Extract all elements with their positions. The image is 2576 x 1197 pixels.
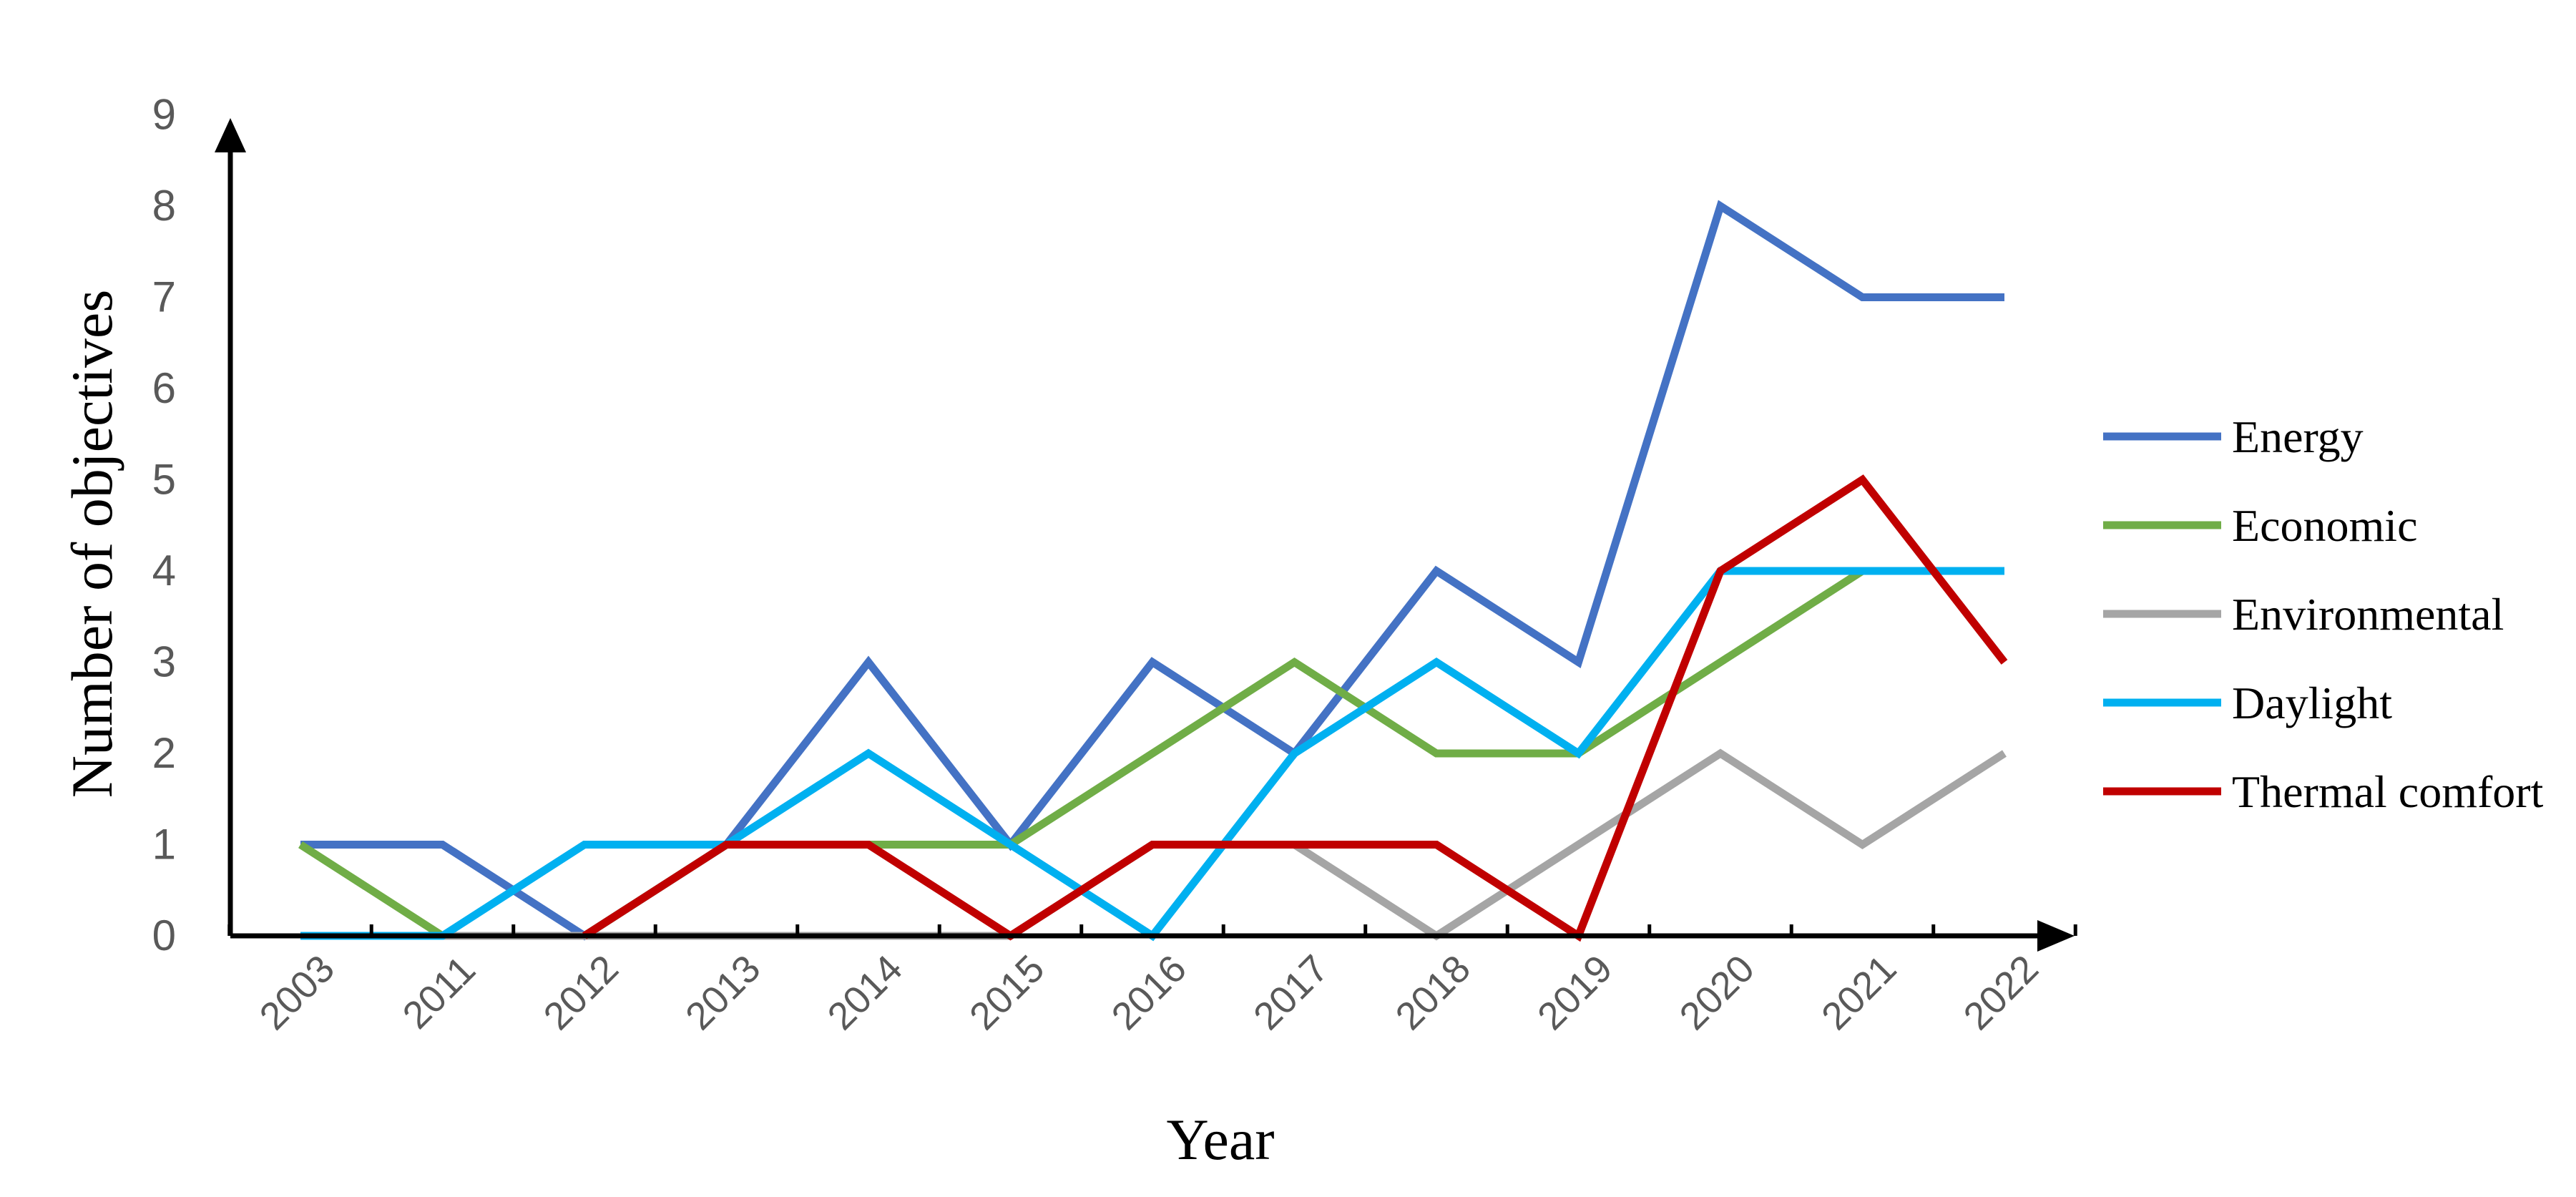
series-line-economic: [298, 567, 2004, 940]
x-tick-label: 2016: [1104, 947, 1195, 1038]
y-tick-label: 9: [152, 91, 176, 139]
x-axis-title: Year: [1166, 1107, 1274, 1172]
x-tick-label: 2017: [1245, 947, 1336, 1038]
ticks-layer: 0 1 2 3 4 5 6 7 8 9 2003 2011 2012 2013 2014 2015 2016 20…: [152, 91, 2077, 1038]
y-tick-label: 5: [152, 456, 176, 504]
x-tick-label: 2021: [1813, 947, 1904, 1038]
x-tick-label: 2012: [536, 947, 627, 1038]
y-tick-label: 7: [152, 273, 176, 321]
x-tick-label: 2013: [677, 947, 768, 1038]
legend-label-thermal-comfort: Thermal comfort: [2232, 766, 2544, 817]
y-tick-label: 6: [152, 364, 176, 412]
y-axis-arrow: [215, 118, 246, 152]
x-tick-label: 2018: [1388, 947, 1479, 1038]
legend-label-daylight: Daylight: [2232, 678, 2392, 728]
y-tick-label: 2: [152, 729, 176, 777]
x-tick-label: 2011: [395, 948, 484, 1037]
x-tick-label: 2019: [1529, 947, 1620, 1038]
y-tick-label: 8: [152, 182, 176, 230]
y-axis-title: Number of objectives: [59, 290, 124, 798]
y-tick-label: 0: [152, 912, 176, 959]
x-tick-label: 2014: [820, 947, 911, 1038]
series-line-thermal-comfort: [582, 474, 2008, 942]
x-tick-label: 2015: [961, 947, 1052, 1038]
x-tick-label: 2022: [1956, 947, 2047, 1038]
legend-label-environmental: Environmental: [2232, 589, 2504, 640]
x-tick-label: 2003: [252, 947, 343, 1038]
x-axis-arrow: [2037, 920, 2075, 952]
axes-layer: [215, 118, 2075, 952]
y-tick-label: 4: [152, 547, 176, 595]
legend: Energy Economic Environmental Daylight Therm…: [2103, 411, 2544, 817]
legend-label-economic: Economic: [2232, 500, 2417, 551]
series-layer: [298, 200, 2008, 942]
y-tick-label: 3: [152, 638, 176, 686]
x-tick-label: 2020: [1672, 947, 1763, 1038]
legend-label-energy: Energy: [2232, 411, 2364, 462]
y-tick-label: 1: [152, 821, 176, 869]
